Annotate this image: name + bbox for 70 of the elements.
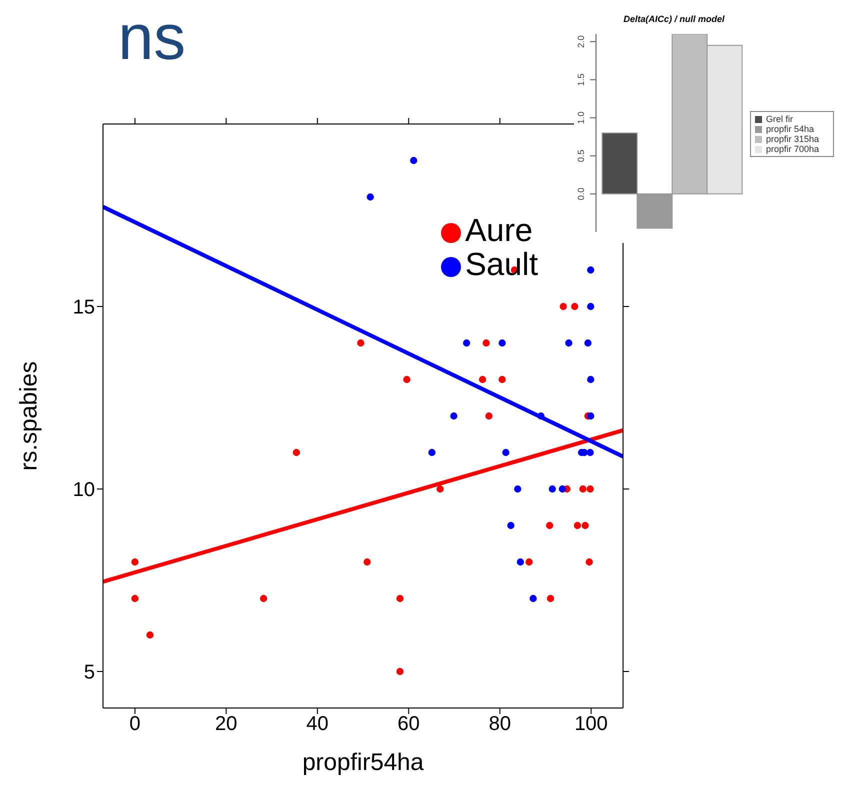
y-tick-label: 1.0 — [576, 112, 586, 124]
legend-label: Aure — [465, 212, 533, 248]
x-tick-label: 20 — [215, 713, 238, 736]
point — [366, 193, 374, 201]
point — [514, 485, 522, 493]
point — [396, 594, 404, 602]
point — [546, 522, 554, 530]
point — [558, 485, 566, 493]
legend-label: Grel fir — [766, 114, 793, 124]
point — [587, 266, 594, 274]
point — [537, 412, 545, 420]
x-tick-label: 40 — [306, 713, 329, 736]
y-axis-title: rs.spabies — [16, 361, 43, 471]
y-tick-label: 2.0 — [576, 35, 586, 48]
x-tick-label: 0 — [129, 713, 140, 736]
point — [586, 558, 593, 566]
point — [146, 631, 154, 639]
point — [131, 594, 139, 602]
point — [436, 485, 444, 493]
point — [560, 302, 567, 310]
point — [565, 339, 572, 347]
point — [582, 522, 589, 530]
point — [428, 448, 436, 456]
point — [485, 412, 493, 420]
point — [530, 594, 537, 602]
x-tick-label: 100 — [574, 713, 608, 736]
point — [260, 594, 268, 602]
point — [548, 485, 556, 493]
chart-title: Delta(AICc) / null model — [622, 14, 726, 24]
chart-title: ns — [118, 7, 186, 74]
point — [574, 522, 582, 530]
point — [450, 412, 458, 420]
y-tick-label: 15 — [72, 296, 95, 319]
point — [403, 376, 410, 384]
y-tick-label: 1.5 — [576, 73, 586, 86]
y-tick-label: 10 — [72, 479, 95, 502]
legend-label: Sault — [465, 246, 538, 282]
point — [586, 448, 594, 456]
point — [546, 594, 554, 602]
point — [410, 156, 418, 164]
point — [396, 668, 404, 676]
x-tick-label: 60 — [398, 713, 420, 736]
point — [482, 339, 490, 347]
point — [516, 558, 524, 566]
point — [571, 302, 578, 310]
point — [579, 485, 587, 493]
point — [292, 448, 300, 456]
x-axis-title: propfir54ha — [302, 749, 424, 776]
point — [498, 339, 506, 347]
point — [462, 339, 470, 347]
point — [364, 558, 371, 566]
point — [357, 339, 364, 347]
point — [478, 376, 486, 384]
point — [587, 412, 594, 420]
legend-label: propfir 700ha — [766, 144, 819, 154]
y-tick-label: 0.0 — [576, 188, 586, 200]
point — [131, 558, 139, 566]
point — [525, 558, 533, 566]
point — [584, 339, 592, 347]
legend-label: propfir 315ha — [766, 134, 819, 144]
point — [587, 376, 594, 384]
x-tick-label: 80 — [488, 713, 512, 736]
y-tick-label: 5 — [84, 662, 95, 684]
legend-label: propfir 54ha — [766, 124, 814, 134]
point — [587, 302, 594, 310]
y-tick-label: 0.5 — [576, 150, 586, 162]
point — [586, 485, 594, 493]
point — [502, 448, 510, 456]
point — [498, 376, 506, 384]
point — [507, 522, 514, 530]
